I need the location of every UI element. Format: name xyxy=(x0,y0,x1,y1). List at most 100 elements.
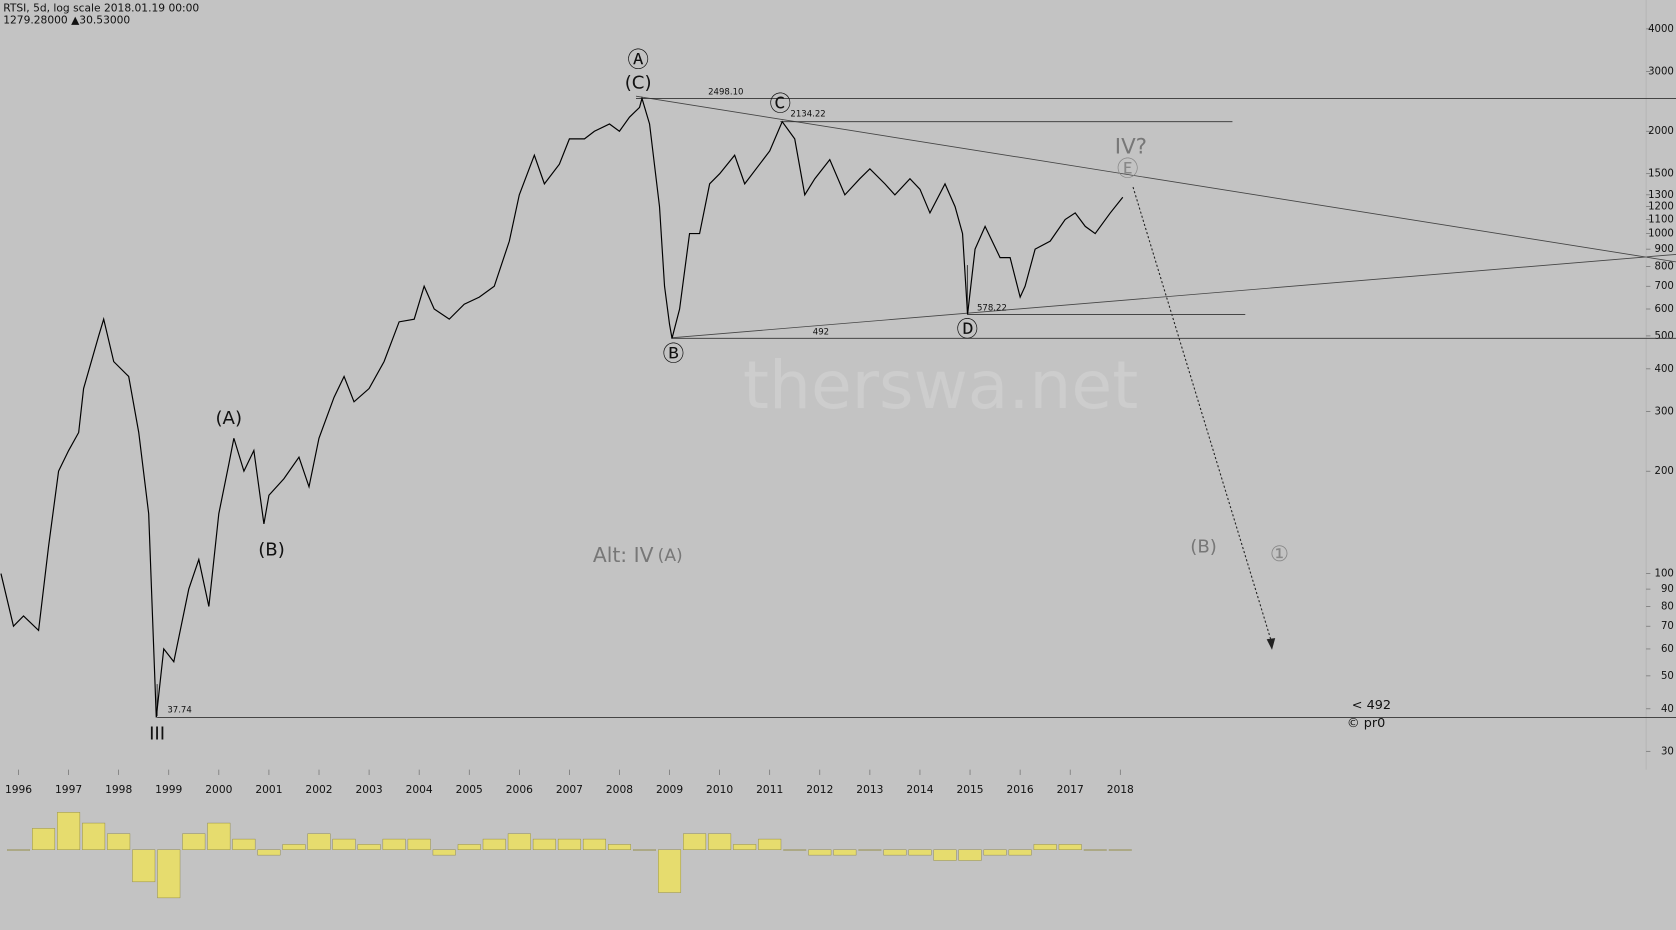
y-tick-label: 1000 xyxy=(1648,229,1674,240)
x-tick-label: 1998 xyxy=(105,783,132,796)
x-tick-label: 2015 xyxy=(956,783,983,796)
chart-root: RTSI, 5d, log scale 2018.01.19 00:00 127… xyxy=(0,0,1676,899)
oscillator-bar xyxy=(1108,849,1132,851)
oscillator-bar xyxy=(432,849,456,856)
oscillator-bar xyxy=(1008,849,1032,856)
x-tick-label: 2010 xyxy=(706,783,733,796)
y-tick-label: 50 xyxy=(1661,671,1674,682)
x-tick-label: 2016 xyxy=(1007,783,1034,796)
y-tick-label: 300 xyxy=(1655,406,1674,417)
oscillator-bar xyxy=(607,844,631,850)
wave-label: Ⓑ xyxy=(663,342,684,367)
wave-label: Ⓓ xyxy=(957,317,978,342)
oscillator-bar xyxy=(808,849,832,856)
wave-label: (A) xyxy=(658,546,683,566)
oscillator-bar xyxy=(307,833,331,850)
watermark: therswa.net xyxy=(743,346,1138,424)
oscillator-bar xyxy=(983,849,1007,856)
x-tick-label: 2004 xyxy=(406,783,433,796)
y-tick-label: 40 xyxy=(1661,704,1674,715)
wave-label: (B) xyxy=(1190,536,1217,557)
oscillator-bar xyxy=(282,844,306,850)
wave-label: (C) xyxy=(625,72,652,93)
x-tick-label: 2017 xyxy=(1057,783,1084,796)
oscillator-bar xyxy=(758,838,782,850)
x-tick-label: 2011 xyxy=(756,783,783,796)
x-tick-label: 2012 xyxy=(806,783,833,796)
y-tick-label: 1500 xyxy=(1648,169,1674,180)
oscillator-bar xyxy=(683,833,707,850)
oscillator-bar xyxy=(132,849,156,883)
price-line xyxy=(0,96,1124,718)
x-tick-label: 2007 xyxy=(556,783,583,796)
oscillator-bar xyxy=(357,844,381,850)
y-tick-label: 700 xyxy=(1655,281,1674,292)
oscillator-bar xyxy=(107,833,131,850)
oscillator-bar xyxy=(783,849,807,851)
arrow-head xyxy=(1266,638,1276,650)
oscillator-bar xyxy=(232,838,256,850)
y-tick-label: 70 xyxy=(1661,621,1674,632)
y-tick-label: 80 xyxy=(1661,601,1674,612)
oscillator-bar xyxy=(633,849,657,851)
wave-label: Alt: IV xyxy=(593,543,654,567)
wave-label: Ⓒ xyxy=(770,92,791,117)
x-tick-label: 2018 xyxy=(1107,783,1134,796)
y-tick-label: 60 xyxy=(1661,644,1674,655)
oscillator-bar xyxy=(557,838,581,850)
oscillator-bar xyxy=(733,844,757,850)
wave-label: © pr0 xyxy=(1347,716,1385,731)
wave-label: III xyxy=(149,723,165,744)
y-tick-label: 600 xyxy=(1655,304,1674,315)
y-tick-label: 1100 xyxy=(1648,215,1674,226)
y-tick-label: 200 xyxy=(1655,466,1674,477)
y-tick-label: 400 xyxy=(1655,364,1674,375)
oscillator-bar xyxy=(82,822,106,850)
x-tick-label: 2009 xyxy=(656,783,683,796)
y-tick-label: 30 xyxy=(1661,746,1674,757)
y-tick-label: 1300 xyxy=(1648,190,1674,201)
level-label: 37.74 xyxy=(167,705,191,715)
y-tick-label: 2000 xyxy=(1648,126,1674,137)
wave-label: Ⓐ xyxy=(627,48,648,73)
x-tick-label: 1996 xyxy=(5,783,32,796)
x-tick-label: 2005 xyxy=(456,783,483,796)
oscillator-bar xyxy=(382,838,406,850)
oscillator-bar xyxy=(1083,849,1107,851)
y-tick-label: 800 xyxy=(1655,262,1674,273)
oscillator-bar xyxy=(858,849,882,851)
oscillator-bar xyxy=(658,849,682,893)
oscillator-bar xyxy=(532,838,556,850)
wave-label: (B) xyxy=(258,539,285,560)
oscillator-bar xyxy=(407,838,431,850)
x-tick-label: 2000 xyxy=(205,783,232,796)
oscillator-bar xyxy=(32,828,56,850)
x-tick-label: 1997 xyxy=(55,783,82,796)
oscillator-bar xyxy=(1058,844,1082,850)
trend-line xyxy=(671,253,1676,339)
wave-label: < 492 xyxy=(1352,698,1391,713)
oscillator-bar xyxy=(157,849,181,899)
wave-label: ① xyxy=(1270,542,1289,567)
x-tick-label: 2003 xyxy=(355,783,382,796)
chart-subtitle: 1279.28000 ▲30.53000 xyxy=(3,13,130,26)
y-tick-label: 90 xyxy=(1661,584,1674,595)
oscillator-bar xyxy=(7,849,31,851)
trend-line xyxy=(635,95,1676,263)
y-tick-label: 3000 xyxy=(1648,66,1674,77)
x-tick-label: 2001 xyxy=(255,783,282,796)
oscillator-bar xyxy=(57,812,81,850)
oscillator-bar xyxy=(1033,844,1057,850)
y-tick-label: 4000 xyxy=(1648,24,1674,35)
oscillator-bar xyxy=(507,833,531,850)
level-label: 2134.22 xyxy=(790,110,825,120)
wave-label: (A) xyxy=(215,408,242,429)
level-label: 2498.10 xyxy=(708,87,743,97)
oscillator-bar xyxy=(482,838,506,850)
wave-label: Ⓔ xyxy=(1117,157,1138,182)
y-tick-label: 100 xyxy=(1655,569,1674,580)
chart-title: RTSI, 5d, log scale 2018.01.19 00:00 xyxy=(3,2,199,15)
oscillator-bar xyxy=(257,849,281,856)
oscillator-bar xyxy=(207,822,231,850)
